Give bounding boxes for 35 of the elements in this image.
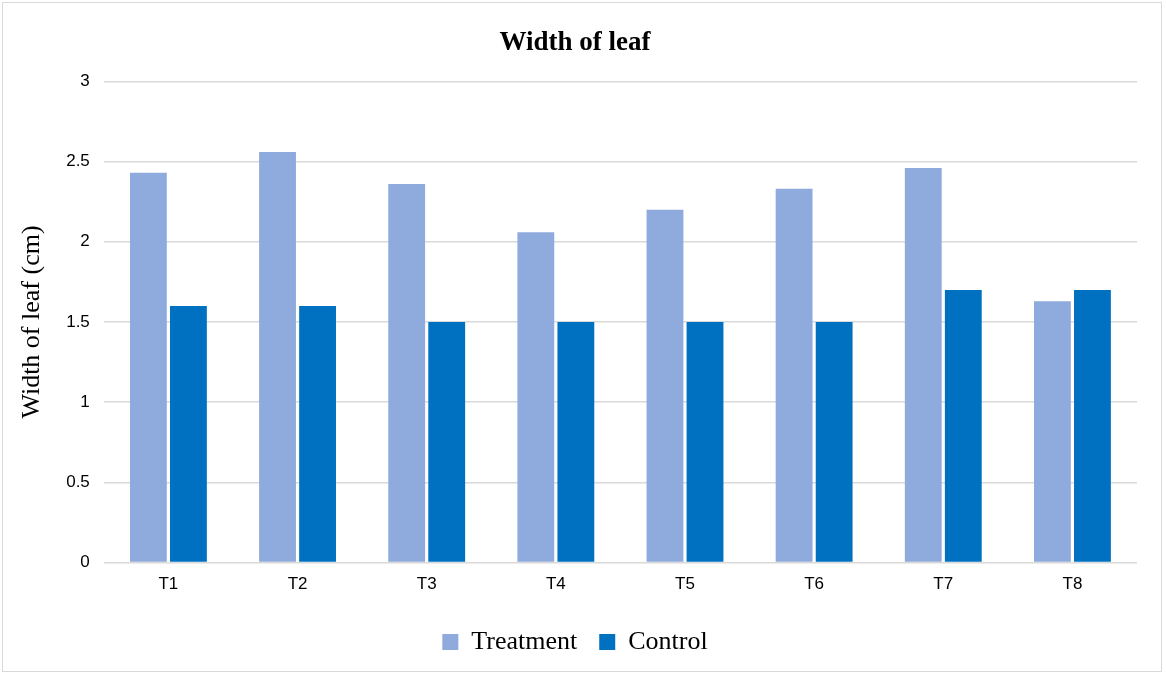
x-tick-label: T5	[675, 574, 695, 594]
y-tick-label: 0	[80, 552, 90, 572]
x-tick-label: T6	[804, 574, 825, 594]
bar	[428, 322, 466, 562]
y-tick-label: 1.5	[66, 311, 90, 331]
bar	[686, 322, 724, 562]
bar	[944, 289, 982, 562]
y-axis-title: Width of leaf (cm)	[16, 225, 46, 419]
legend-label: Control	[628, 625, 708, 655]
bar	[904, 168, 942, 562]
bar	[299, 305, 336, 562]
bar	[129, 172, 167, 562]
bar	[815, 322, 853, 562]
legend-label: Treatment	[471, 625, 579, 655]
chart-title: Width of leaf	[499, 26, 652, 57]
bar	[1074, 289, 1111, 562]
bar	[388, 184, 426, 562]
x-tick-label: T1	[158, 574, 179, 594]
bar	[170, 305, 207, 562]
bar	[557, 322, 595, 562]
bar	[259, 151, 296, 562]
bar	[517, 232, 555, 562]
y-tick-label: 2	[80, 231, 90, 251]
x-tick-label: T3	[416, 574, 437, 594]
x-tick-label: T7	[933, 574, 954, 594]
y-tick-label: 1	[80, 391, 90, 411]
x-tick-label: T8	[1062, 574, 1083, 594]
x-tick-label: T2	[287, 574, 308, 594]
x-tick-label: T4	[545, 574, 566, 594]
bar	[646, 209, 684, 562]
bar	[775, 188, 813, 562]
y-tick-label: 3	[80, 71, 90, 91]
bar	[1033, 301, 1071, 562]
y-tick-label: 0.5	[66, 472, 90, 492]
y-tick-label: 2.5	[66, 151, 90, 171]
